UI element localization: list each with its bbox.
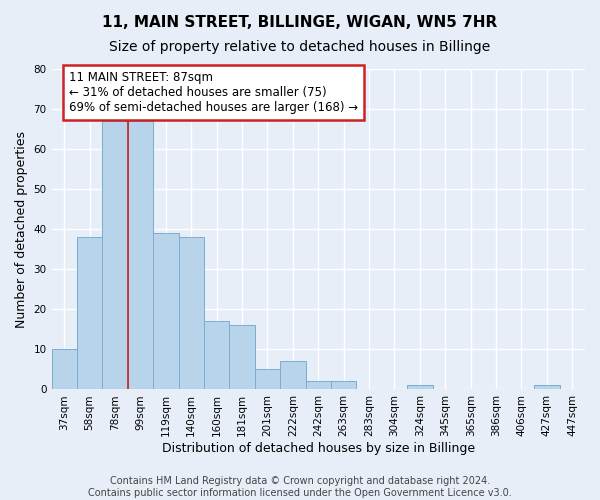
Y-axis label: Number of detached properties: Number of detached properties: [15, 130, 28, 328]
Bar: [280, 362, 305, 390]
Bar: [534, 386, 560, 390]
Bar: [179, 237, 204, 390]
Text: 11 MAIN STREET: 87sqm
← 31% of detached houses are smaller (75)
69% of semi-deta: 11 MAIN STREET: 87sqm ← 31% of detached …: [70, 71, 358, 114]
Bar: [204, 322, 229, 390]
Text: 11, MAIN STREET, BILLINGE, WIGAN, WN5 7HR: 11, MAIN STREET, BILLINGE, WIGAN, WN5 7H…: [103, 15, 497, 30]
Bar: [52, 350, 77, 390]
Bar: [103, 121, 128, 390]
Text: Contains HM Land Registry data © Crown copyright and database right 2024.
Contai: Contains HM Land Registry data © Crown c…: [88, 476, 512, 498]
X-axis label: Distribution of detached houses by size in Billinge: Distribution of detached houses by size …: [162, 442, 475, 455]
Text: Size of property relative to detached houses in Billinge: Size of property relative to detached ho…: [109, 40, 491, 54]
Bar: [229, 326, 255, 390]
Bar: [255, 370, 280, 390]
Bar: [407, 386, 433, 390]
Bar: [128, 121, 153, 390]
Bar: [77, 237, 103, 390]
Bar: [305, 382, 331, 390]
Bar: [153, 233, 179, 390]
Bar: [331, 382, 356, 390]
